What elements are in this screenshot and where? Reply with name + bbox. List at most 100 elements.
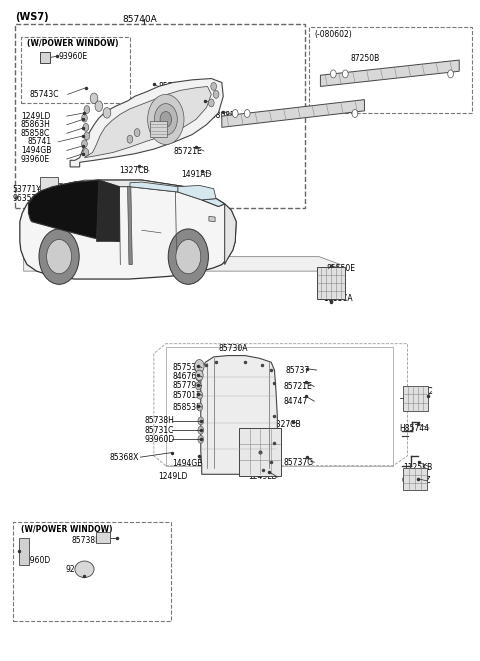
- Bar: [150, 121, 167, 137]
- Bar: [403, 386, 428, 411]
- Text: 84676C: 84676C: [172, 372, 202, 381]
- Polygon shape: [84, 87, 211, 158]
- Bar: [403, 468, 427, 490]
- Circle shape: [84, 106, 90, 114]
- Circle shape: [198, 436, 204, 444]
- Text: (W/POWER WINDOW): (W/POWER WINDOW): [21, 525, 112, 534]
- Polygon shape: [209, 216, 215, 221]
- Text: 85737G: 85737G: [283, 458, 313, 467]
- Text: 85858C: 85858C: [21, 129, 50, 137]
- Circle shape: [134, 129, 140, 137]
- Text: 96716C: 96716C: [404, 387, 433, 396]
- Circle shape: [83, 149, 89, 157]
- Circle shape: [211, 83, 216, 91]
- Text: 85701Z: 85701Z: [172, 391, 202, 400]
- Text: 85779A: 85779A: [172, 381, 202, 391]
- Text: 1125KB: 1125KB: [404, 463, 433, 471]
- Polygon shape: [202, 198, 225, 206]
- Circle shape: [208, 99, 214, 107]
- Text: 93960E: 93960E: [21, 155, 50, 163]
- Polygon shape: [225, 204, 236, 264]
- Text: 87250B: 87250B: [350, 54, 379, 63]
- Text: 92808B: 92808B: [65, 564, 95, 574]
- Text: 1327CB: 1327CB: [120, 167, 149, 175]
- Bar: [21, 37, 130, 103]
- Polygon shape: [20, 180, 236, 279]
- Bar: [15, 24, 305, 208]
- Text: 1249LD: 1249LD: [249, 473, 278, 481]
- Circle shape: [244, 110, 250, 118]
- Text: 85737: 85737: [286, 366, 310, 375]
- Circle shape: [83, 124, 89, 132]
- Circle shape: [197, 391, 203, 399]
- Text: 93960D: 93960D: [144, 435, 175, 444]
- Bar: [40, 177, 58, 192]
- Text: 60710Z: 60710Z: [402, 477, 431, 485]
- Bar: [96, 532, 110, 543]
- Ellipse shape: [75, 561, 94, 578]
- Text: H85744: H85744: [399, 424, 429, 432]
- Bar: [317, 267, 345, 299]
- Text: 93960E: 93960E: [58, 52, 87, 61]
- Text: 85743C: 85743C: [29, 90, 59, 99]
- Bar: [40, 192, 63, 210]
- Text: 96352R: 96352R: [12, 194, 42, 203]
- Polygon shape: [75, 180, 99, 186]
- Text: 85731C: 85731C: [144, 426, 174, 434]
- Polygon shape: [70, 79, 223, 167]
- Text: (W/POWER WINDOW): (W/POWER WINDOW): [27, 39, 119, 48]
- Circle shape: [90, 93, 98, 104]
- Polygon shape: [178, 185, 216, 200]
- Polygon shape: [96, 180, 120, 241]
- Circle shape: [232, 110, 238, 118]
- Circle shape: [198, 417, 204, 425]
- Polygon shape: [321, 60, 459, 87]
- Text: 85550E: 85550E: [326, 264, 355, 273]
- Circle shape: [448, 70, 454, 78]
- Text: (-080602): (-080602): [314, 30, 352, 40]
- Circle shape: [213, 91, 219, 98]
- Circle shape: [176, 239, 201, 274]
- Circle shape: [194, 360, 204, 373]
- Circle shape: [127, 136, 133, 143]
- Text: 85730A: 85730A: [218, 344, 248, 354]
- Text: 85779A: 85779A: [187, 98, 217, 108]
- Text: 85853H: 85853H: [172, 403, 202, 412]
- Text: 53771Y: 53771Y: [12, 185, 42, 194]
- Text: 1494GB: 1494GB: [172, 459, 203, 468]
- Polygon shape: [130, 182, 178, 192]
- Text: 85753D: 85753D: [172, 363, 202, 372]
- Circle shape: [197, 403, 203, 411]
- Text: (WS7): (WS7): [15, 12, 48, 22]
- Circle shape: [195, 373, 201, 381]
- Bar: [12, 522, 170, 621]
- Circle shape: [160, 112, 171, 128]
- Polygon shape: [128, 186, 132, 264]
- Text: 85721E: 85721E: [283, 382, 312, 391]
- Text: 85368X: 85368X: [110, 453, 139, 461]
- Text: 85740A: 85740A: [123, 15, 157, 24]
- Text: 93960D: 93960D: [21, 555, 51, 564]
- Circle shape: [168, 229, 208, 284]
- Polygon shape: [24, 256, 340, 271]
- Circle shape: [198, 426, 204, 434]
- Circle shape: [47, 239, 72, 274]
- Text: 1327CB: 1327CB: [271, 420, 301, 429]
- Circle shape: [95, 101, 103, 112]
- Bar: [239, 428, 281, 476]
- Circle shape: [330, 70, 336, 78]
- Bar: [310, 27, 472, 113]
- Text: 87250B: 87250B: [245, 115, 274, 124]
- Polygon shape: [28, 180, 120, 241]
- Text: 1249LD: 1249LD: [158, 473, 188, 481]
- Text: 85738K: 85738K: [72, 536, 101, 545]
- Text: 1494GB: 1494GB: [21, 146, 51, 155]
- Text: 85863H: 85863H: [21, 120, 51, 129]
- Circle shape: [352, 110, 358, 118]
- Polygon shape: [201, 356, 277, 475]
- Circle shape: [148, 95, 184, 145]
- Polygon shape: [222, 100, 364, 128]
- Circle shape: [39, 229, 79, 284]
- Circle shape: [103, 108, 111, 118]
- Circle shape: [342, 70, 348, 78]
